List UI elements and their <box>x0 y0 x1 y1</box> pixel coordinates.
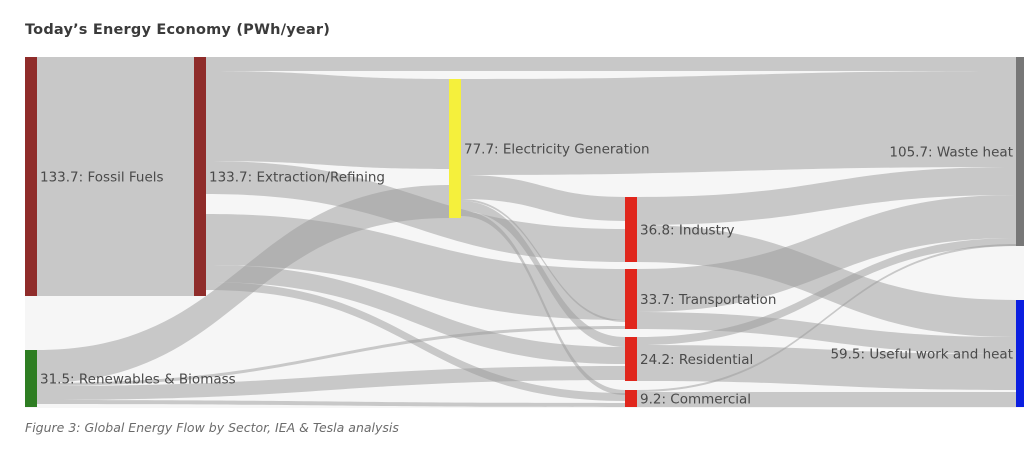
flow-link-extract-to-resid <box>206 265 625 364</box>
flow-link-resid-to-useful <box>637 345 1016 390</box>
figure-caption: Figure 3: Global Energy Flow by Sector, … <box>25 420 399 435</box>
node-comm <box>625 390 637 407</box>
node-label-useful: 59.5: Useful work and heat <box>830 347 1013 363</box>
node-waste <box>1016 57 1024 246</box>
node-fossil <box>25 57 37 296</box>
flow-link-industry-to-waste <box>637 167 1016 225</box>
node-renew <box>25 350 37 407</box>
flow-link-comm-to-waste <box>637 244 1016 392</box>
node-resid <box>625 337 637 381</box>
flow-link-comm-to-useful <box>637 392 1016 407</box>
flow-link-elec-to-industry <box>461 175 625 221</box>
flow-nodes <box>25 57 1024 407</box>
node-label-comm: 9.2: Commercial <box>640 392 751 408</box>
node-label-waste: 105.7: Waste heat <box>889 145 1013 161</box>
node-label-fossil: 133.7: Fossil Fuels <box>40 170 164 186</box>
node-label-elec: 77.7: Electricity Generation <box>464 142 650 158</box>
flow-link-transport-to-waste <box>637 195 1016 312</box>
node-labels: 133.7: Fossil Fuels 31.5: Renewables & Bi… <box>40 142 1013 408</box>
flow-link-extract-to-elec <box>206 71 449 169</box>
node-label-transport: 33.7: Transportation <box>640 292 776 308</box>
node-label-resid: 24.2: Residential <box>640 352 753 368</box>
node-industry <box>625 197 637 262</box>
flow-link-renew-to-transport <box>37 326 625 386</box>
flow-link-transport-to-useful <box>637 312 1016 354</box>
flow-links <box>37 57 1016 407</box>
flow-link-elec-to-resid <box>461 201 625 347</box>
flow-link-resid-to-waste <box>637 238 1016 345</box>
node-elec <box>449 79 461 218</box>
flow-link-elec-to-comm <box>461 211 625 395</box>
node-label-renew: 31.5: Renewables & Biomass <box>40 372 236 388</box>
node-useful <box>1016 300 1024 407</box>
flow-link-elec-to-transport <box>461 199 625 322</box>
flow-link-renew-to-elec <box>37 185 449 383</box>
node-label-extract: 133.7: Extraction/Refining <box>209 170 385 186</box>
flow-link-elec-to-waste <box>461 71 1016 175</box>
chart-title: Today’s Energy Economy (PWh/year) <box>25 22 331 38</box>
flow-link-extract-to-waste <box>206 57 1016 71</box>
node-transport <box>625 269 637 329</box>
flow-link-renew-to-comm <box>37 400 625 407</box>
node-label-industry: 36.8: Industry <box>640 223 734 239</box>
node-extract <box>194 57 206 296</box>
flow-link-fossil-to-extract <box>37 57 194 296</box>
flow-link-industry-to-useful <box>637 225 1016 337</box>
flow-link-renew-to-resid <box>37 366 625 400</box>
